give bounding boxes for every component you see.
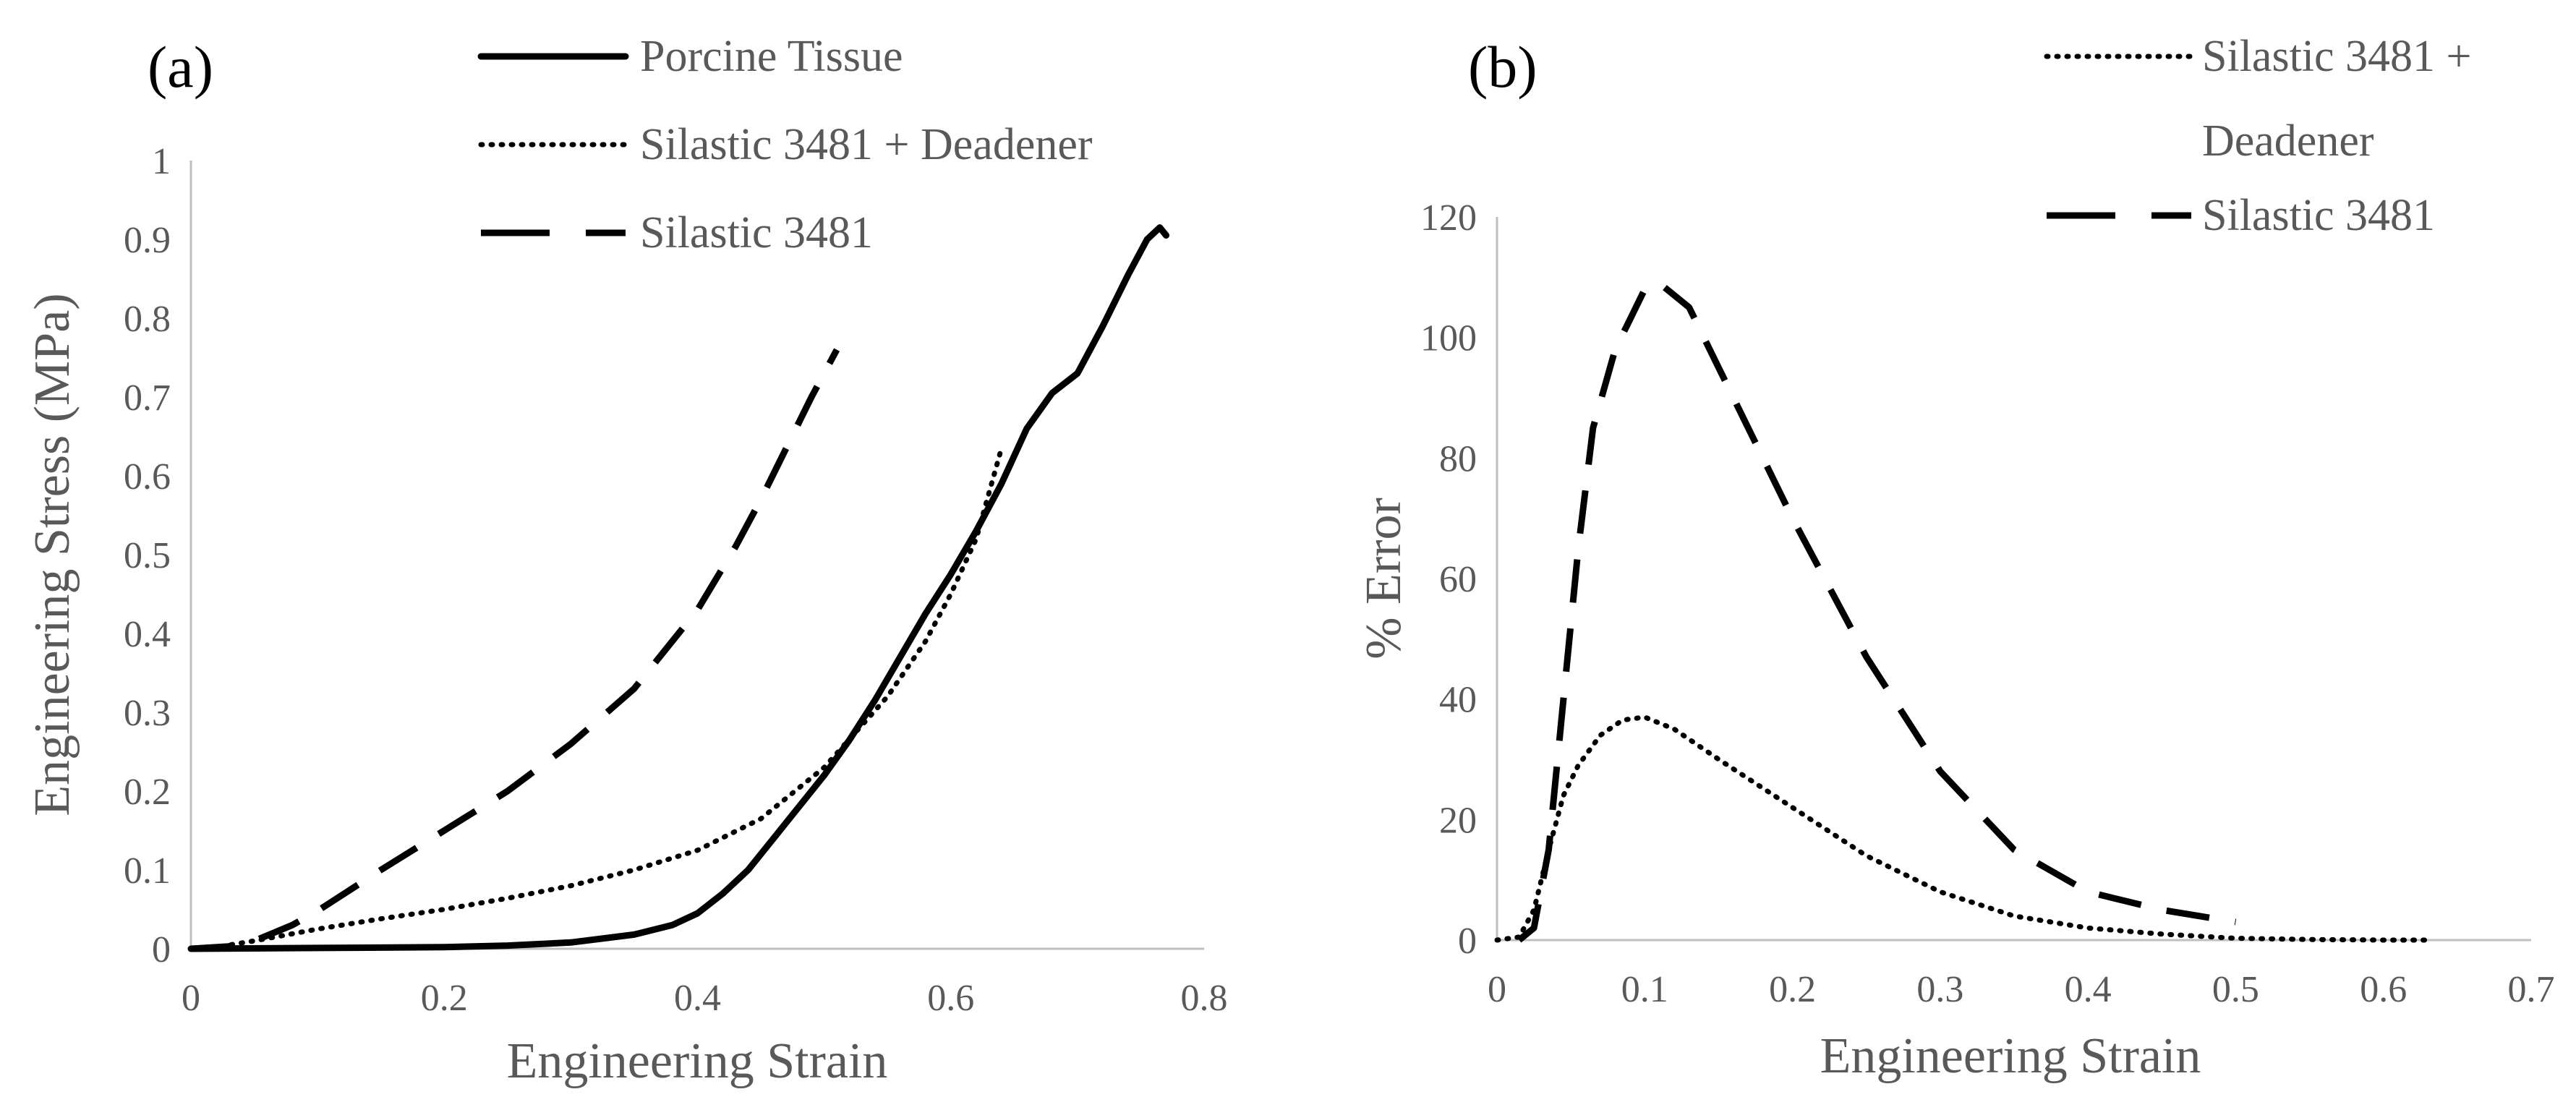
panel-b-series-silastic-3481 bbox=[1517, 280, 2237, 943]
panel-b-y-tick-label: 100 bbox=[1420, 318, 1477, 359]
panel-b-y-tick-label: 0 bbox=[1458, 921, 1477, 962]
panel-b-y-tick-labels: 0 20 40 60 80 100 120 bbox=[1420, 197, 1477, 962]
panel-b-x-tick-label: 0.3 bbox=[1916, 969, 1963, 1010]
panel-a-series bbox=[187, 224, 1169, 952]
panel-a-x-tick-label: 0.4 bbox=[674, 978, 721, 1019]
panel-a-y-tick-label: 0.9 bbox=[124, 220, 171, 261]
panel-a-y-tick-label: 0.2 bbox=[124, 772, 171, 813]
panel-b-y-tick-label: 40 bbox=[1439, 680, 1477, 721]
panel-b-legend: Silastic 3481 + Deadener Silastic 3481 bbox=[2044, 32, 2483, 240]
panel-b-x-tick-label: 0.7 bbox=[2508, 969, 2555, 1010]
legend-b-silastic-label: Silastic 3481 bbox=[2202, 191, 2435, 240]
panel-a-y-tick-label: 0.7 bbox=[124, 377, 171, 419]
panel-b-x-tick-label: 0.5 bbox=[2212, 969, 2259, 1010]
legend-b-silastic-deadener-label-line-2: Deadener bbox=[2202, 116, 2374, 166]
panel-b-x-tick-label: 0.4 bbox=[2065, 969, 2112, 1010]
panel-b-series-silastic-3481-deadener bbox=[1494, 714, 2431, 943]
legend-b-silastic-deadener-label-line-1: Silastic 3481 + bbox=[2202, 32, 2472, 81]
panel-a-y-tick-label: 0.5 bbox=[124, 535, 171, 576]
panel-a: (a) 0 0.2 0.4 0.6 0.8 0 0.1 0.2 0.3 0.4 0.5 0.6 0.7… bbox=[25, 32, 1228, 1089]
panel-a-x-tick-label: 0 bbox=[182, 978, 200, 1019]
panel-b-x-tick-label: 0 bbox=[1488, 969, 1506, 1010]
panel-a-y-tick-label: 1 bbox=[152, 141, 171, 182]
panel-a-x-tick-label: 0.2 bbox=[421, 978, 468, 1019]
legend-b-silastic-deadener-label: Silastic 3481 + Deadener bbox=[2202, 32, 2483, 166]
panel-a-y-tick-label: 0.4 bbox=[124, 614, 171, 655]
panel-b-y-axis-title: % Error bbox=[1356, 498, 1412, 660]
panel-a-y-axis-title: Engineering Stress (MPa) bbox=[25, 293, 80, 816]
panel-a-y-tick-labels: 0 0.1 0.2 0.3 0.4 0.5 0.6 0.7 0.8 0.9 1 bbox=[124, 141, 171, 970]
panel-b-series bbox=[1494, 280, 2431, 943]
panel-b-x-axis-title: Engineering Strain bbox=[1820, 1028, 2201, 1084]
panel-b-label: (b) bbox=[1468, 34, 1538, 100]
legend-a-porcine-tissue-label: Porcine Tissue bbox=[640, 32, 903, 81]
panel-a-series-silastic-3481-deadener bbox=[188, 445, 1005, 952]
panel-b-x-tick-labels: 0 0.1 0.2 0.3 0.4 0.5 0.6 0.7 bbox=[1488, 969, 2555, 1010]
panel-a-label: (a) bbox=[148, 34, 213, 100]
panel-a-y-tick-label: 0.1 bbox=[124, 850, 171, 892]
panel-b: (b) 0 0.1 0.2 0.3 0.4 0.5 0.6 0.7 0 20 40 60 80 100 1… bbox=[1356, 32, 2555, 1084]
panel-a-x-tick-label: 0.8 bbox=[1181, 978, 1228, 1019]
panel-a-series-silastic-3481 bbox=[190, 348, 840, 952]
panel-a-legend: Porcine Tissue Silastic 3481 + Deadener … bbox=[477, 32, 1093, 257]
legend-a-silastic-deadener-label: Silastic 3481 + Deadener bbox=[640, 120, 1093, 169]
legend-a-silastic-label: Silastic 3481 bbox=[640, 208, 873, 257]
panel-b-y-tick-label: 60 bbox=[1439, 559, 1477, 600]
panel-a-y-tick-label: 0.8 bbox=[124, 299, 171, 340]
panel-a-x-tick-labels: 0 0.2 0.4 0.6 0.8 bbox=[182, 978, 1228, 1019]
panel-a-y-tick-label: 0.3 bbox=[124, 693, 171, 734]
panel-b-y-tick-label: 80 bbox=[1439, 438, 1477, 479]
panel-a-series-porcine-tissue bbox=[187, 224, 1169, 952]
panel-a-x-axis-title: Engineering Strain bbox=[507, 1033, 888, 1089]
panel-b-axes bbox=[1496, 217, 2531, 942]
panel-a-x-tick-label: 0.6 bbox=[927, 978, 974, 1019]
panel-b-x-tick-label: 0.2 bbox=[1769, 969, 1816, 1010]
panel-b-y-tick-label: 120 bbox=[1420, 197, 1477, 239]
panel-a-y-tick-label: 0 bbox=[152, 929, 171, 970]
panel-b-x-tick-label: 0.1 bbox=[1621, 969, 1668, 1010]
panel-b-x-tick-label: 0.6 bbox=[2360, 969, 2407, 1010]
panel-b-y-tick-label: 20 bbox=[1439, 800, 1477, 841]
panel-a-y-tick-label: 0.6 bbox=[124, 456, 171, 498]
